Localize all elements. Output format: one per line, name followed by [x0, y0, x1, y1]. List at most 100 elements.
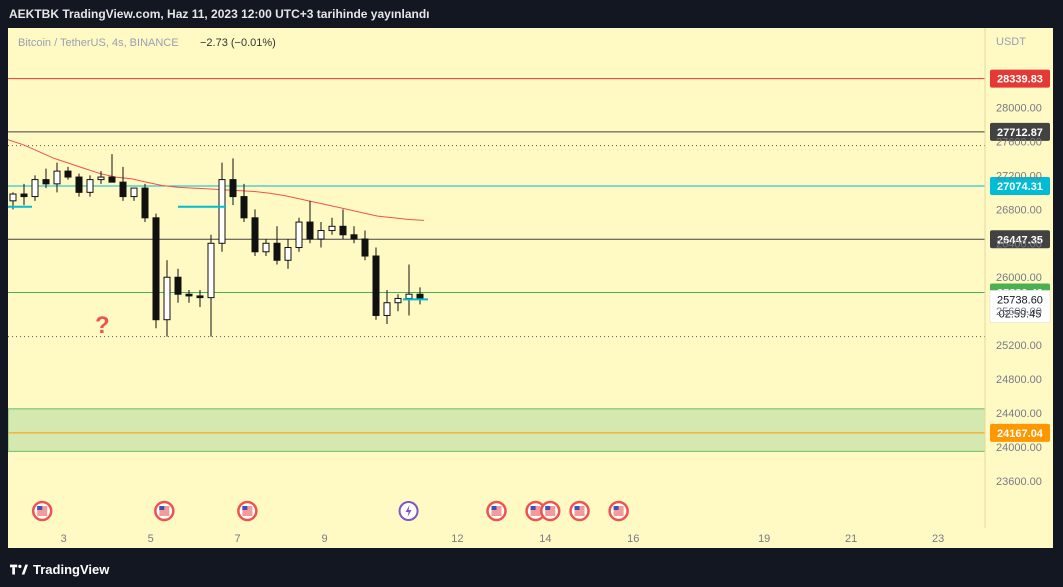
y-tick-label: 25600.00 [996, 306, 1042, 318]
candle-body [240, 196, 248, 219]
x-tick-label: 19 [758, 533, 770, 545]
price-level-label: 26447.35 [997, 234, 1043, 246]
candle-body [405, 293, 413, 299]
price-level-badge [990, 423, 1050, 442]
y-tick-label: 24400.00 [996, 408, 1042, 420]
price-level-badge [990, 69, 1050, 88]
moving-average-line [8, 139, 425, 221]
chart-frame [8, 28, 1053, 548]
publish-bar: AEKTBK TradingView.com, Haz 11, 2023 12:… [0, 0, 1063, 28]
y-tick-label: 24000.00 [996, 442, 1042, 454]
x-tick-label: 16 [627, 533, 639, 545]
candle-body [262, 242, 270, 253]
x-tick-label: 9 [321, 533, 327, 545]
x-tick-label: 12 [451, 533, 463, 545]
candle-layer [8, 154, 428, 337]
candle-body [130, 187, 138, 198]
flag-canton [613, 506, 619, 510]
candle-body [9, 193, 17, 202]
candle-body [86, 179, 94, 193]
candle-body [229, 179, 237, 198]
candle-body [251, 217, 259, 253]
candle-body [328, 225, 336, 232]
candle-body [20, 193, 28, 198]
candle-body [273, 242, 281, 261]
candle-body [218, 179, 226, 244]
level-layer: 28339.8327712.8727074.3126447.3525820.40… [8, 69, 1051, 442]
currency-label: USDT [996, 36, 1026, 48]
y-tick-label: 28000.00 [996, 102, 1042, 114]
legend-layer: Bitcoin / TetherUS, 4s, BINANCE −2.73 (−… [18, 36, 1026, 339]
y-tick-label: 25200.00 [996, 340, 1042, 352]
question-annotation: ? [95, 312, 110, 339]
event-layer [31, 500, 629, 522]
candle-body [174, 276, 182, 295]
candle-body [163, 276, 171, 321]
y-tick-label: 26800.00 [996, 204, 1042, 216]
candle-body [207, 242, 215, 299]
candle-body [306, 221, 314, 240]
candle-body [185, 293, 193, 297]
lightning-glyph [405, 505, 412, 517]
legend-symbol: Bitcoin / TetherUS, 4s, BINANCE [18, 37, 179, 49]
y-tick-label: 27600.00 [996, 136, 1042, 148]
candle-body [97, 176, 105, 181]
candle-body [295, 221, 303, 249]
tradingview-logo-icon [10, 564, 28, 574]
support-zone [8, 408, 986, 452]
price-level-badge [990, 122, 1050, 141]
axis-layer: 23600.00 24000.00 24400.00 24800.00 25200.00… [61, 28, 1042, 545]
candle-body [64, 170, 72, 178]
y-tick-label: 27200.00 [996, 170, 1042, 182]
candle-body [152, 217, 160, 321]
candle-body [372, 255, 380, 316]
candle-body [42, 179, 50, 185]
candle-body [339, 225, 347, 236]
price-level-label: 27712.87 [997, 127, 1043, 139]
flag-canton [545, 506, 551, 510]
footer-brand: TradingView [33, 562, 110, 577]
legend-change: −2.73 (−0.01%) [200, 37, 276, 49]
x-tick-label: 5 [148, 533, 154, 545]
price-level-label: 28339.83 [997, 74, 1043, 86]
x-tick-label: 3 [61, 533, 67, 545]
candle-body [141, 187, 149, 219]
x-tick-label: 21 [845, 533, 857, 545]
flag-canton [574, 506, 580, 510]
price-level-label: 27074.31 [997, 181, 1043, 193]
candle-body [119, 181, 127, 198]
flag-canton [242, 506, 248, 510]
candle-body [361, 238, 369, 257]
candle-body [108, 176, 116, 183]
x-tick-label: 7 [235, 533, 241, 545]
flag-canton [37, 506, 43, 510]
y-tick-label: 24800.00 [996, 374, 1042, 386]
x-tick-label: 23 [932, 533, 944, 545]
flag-canton [530, 506, 536, 510]
candle-body [196, 295, 204, 299]
tradingview-logo[interactable]: TradingView [10, 562, 109, 577]
ma-layer [8, 139, 425, 221]
countdown-label: 02:59:45 [999, 308, 1042, 320]
candle-body [75, 176, 83, 193]
candle-body [31, 179, 39, 198]
flag-canton [491, 506, 497, 510]
candle-body [383, 302, 391, 316]
footer-bar: TradingView [0, 552, 1063, 587]
last-price-label: 25738.60 [997, 294, 1043, 306]
price-chart[interactable]: 28339.8327712.8727074.3126447.3525820.40… [8, 28, 1053, 548]
price-level-badge [990, 230, 1050, 249]
price-level-badge [990, 177, 1050, 196]
candle-body [53, 170, 61, 185]
candle-body [350, 234, 358, 240]
last-price-badge [989, 290, 1051, 323]
zone-layer [8, 408, 986, 452]
x-tick-label: 14 [539, 533, 551, 545]
candle-body [394, 297, 402, 304]
price-level-label: 24167.04 [997, 428, 1044, 440]
y-tick-label: 26000.00 [996, 272, 1042, 284]
y-tick-label: 26400.00 [996, 238, 1042, 250]
y-tick-label: 23600.00 [996, 476, 1042, 488]
candle-body [317, 230, 325, 240]
flag-canton [159, 506, 165, 510]
